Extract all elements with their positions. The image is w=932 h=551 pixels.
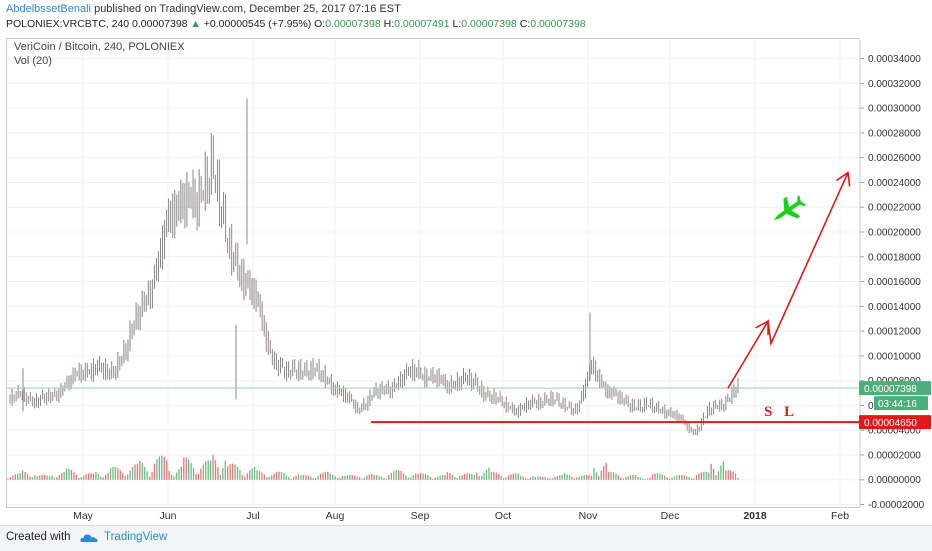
created-with-text: Created with <box>6 531 71 543</box>
ohlc-info: POLONIEX:VRCBTC, 240 0.00007398 ▲ +0.000… <box>6 18 586 30</box>
chart-title: VeriCoin / Bitcoin, 240, POLONIEX <box>14 41 185 53</box>
stop-loss-price-tag: 0.00004650 <box>864 418 917 429</box>
x-tick-label: Jul <box>246 510 259 522</box>
current-price-tag-bg <box>859 381 931 396</box>
tradingview-cloud-icon <box>80 534 98 543</box>
x-tick-label: 2018 <box>743 510 767 522</box>
y-tick-label: 0.00016000 <box>868 277 921 288</box>
y-tick-label: 0.00000000 <box>868 475 921 486</box>
x-tick-label: Feb <box>831 510 849 522</box>
price-chart[interactable]: 0.00034000 0.00032000 0.00030000 0.00028000… <box>0 0 932 525</box>
countdown-tag: 03:44:16 <box>878 399 917 410</box>
y-tick-label: 0.00004000 <box>868 426 921 437</box>
arrowhead <box>755 319 769 336</box>
x-tick-label: Dec <box>661 510 680 522</box>
low-value: 0.00007398 <box>461 18 517 30</box>
author-link[interactable]: AbdelbssetBenali <box>6 3 92 15</box>
tradingview-brand[interactable]: TradingView <box>104 531 168 543</box>
y-tick-label: 0.00020000 <box>868 228 921 239</box>
y-tick-label: 0.00026000 <box>868 153 921 164</box>
x-tick-label: Sep <box>411 510 430 522</box>
y-tick-label: 0.00014000 <box>868 302 921 313</box>
y-tick-label: 0.00012000 <box>868 327 921 338</box>
countdown-tag-bg <box>874 396 928 411</box>
close-label: C: <box>519 18 531 30</box>
airplane-icon <box>773 195 807 221</box>
x-tick-label: Jun <box>160 510 177 522</box>
y-tick-label: 0.00022000 <box>868 203 921 214</box>
close-value: 0.00007398 <box>530 18 586 30</box>
chart-header: AbdelbssetBenali published on TradingVie… <box>0 0 932 38</box>
x-tick-label: May <box>73 510 94 522</box>
publish-text: published on TradingView.com, December 2… <box>91 3 401 15</box>
price-change: +0.00000545 (+7.95%) <box>203 18 312 30</box>
low-label: L: <box>452 18 462 30</box>
y-tick-label: 0.00030000 <box>868 104 921 115</box>
high-value: 0.00007491 <box>394 18 450 30</box>
symbol-label: POLONIEX:VRCBTC, 240 <box>6 18 130 30</box>
stop-loss-label: S L <box>764 404 798 420</box>
stop-loss-price-tag-bg <box>859 415 931 430</box>
footer: Created with TradingView <box>0 525 932 551</box>
x-tick-label: Nov <box>579 510 598 522</box>
current-price-tag: 0.00007398 <box>864 384 917 395</box>
y-tick-label: 0.00028000 <box>868 128 921 139</box>
open-label: O: <box>314 18 326 30</box>
y-tick-label: 0.00002000 <box>868 450 921 461</box>
x-tick-label: Aug <box>326 510 345 522</box>
publish-info: AbdelbssetBenali published on TradingVie… <box>6 3 401 15</box>
x-tick-label: Oct <box>495 510 511 522</box>
y-tick-label: 0.00032000 <box>868 79 921 90</box>
y-tick-label: 0.00010000 <box>868 351 921 362</box>
projection-arrow <box>727 172 849 389</box>
volume-label: Vol (20) <box>14 55 52 67</box>
open-value: 0.00007398 <box>325 18 381 30</box>
high-label: H: <box>383 18 395 30</box>
y-tick-label: 0.00018000 <box>868 252 921 263</box>
last-price: 0.00007398 <box>132 18 188 30</box>
y-tick-label: 0.00034000 <box>868 54 921 65</box>
y-tick-label: 0.00024000 <box>868 178 921 189</box>
y-tick-label: -0.00002000 <box>868 500 925 511</box>
chart-frame <box>6 38 860 508</box>
arrowhead <box>836 171 851 187</box>
change-arrow-icon: ▲ <box>190 18 201 30</box>
